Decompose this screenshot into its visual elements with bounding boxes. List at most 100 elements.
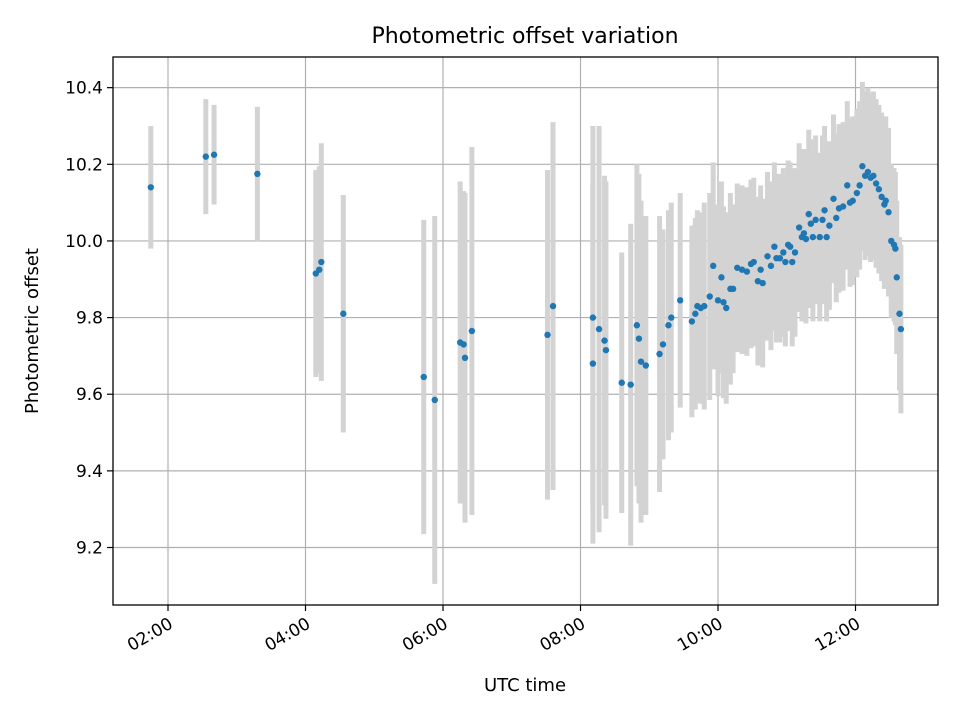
data-point <box>701 302 708 310</box>
data-point <box>676 297 684 304</box>
data-point <box>461 354 469 362</box>
data-point <box>595 325 603 333</box>
data-point <box>864 168 872 176</box>
data-point <box>633 322 641 329</box>
data-point <box>665 322 672 329</box>
data-point <box>892 245 899 252</box>
data-point <box>723 304 730 312</box>
data-point <box>786 243 794 250</box>
x-tick-label: 06:00 <box>399 614 451 656</box>
data-point <box>729 285 737 293</box>
data-point <box>800 230 808 237</box>
error-bars <box>148 81 904 584</box>
data-point <box>738 266 746 273</box>
data-point <box>659 341 667 348</box>
x-tick-label: 04:00 <box>262 614 314 656</box>
data-point <box>809 233 817 241</box>
data-point <box>893 274 900 281</box>
data-point <box>544 331 551 339</box>
data-point <box>821 207 828 214</box>
data-point <box>635 335 643 342</box>
data-point <box>759 279 766 287</box>
data-point <box>878 193 885 201</box>
data-point <box>468 327 476 335</box>
data-point <box>872 180 880 187</box>
data-point <box>549 302 557 310</box>
data-point <box>589 314 597 321</box>
data-point <box>202 153 210 160</box>
data-point <box>853 189 861 197</box>
data-point <box>706 293 713 300</box>
data-point <box>147 184 155 191</box>
data-point <box>668 314 675 321</box>
y-tick-label: 10.0 <box>65 232 103 252</box>
y-tick-label: 9.8 <box>76 309 103 329</box>
data-point <box>802 235 810 243</box>
data-point <box>734 264 741 271</box>
data-point <box>757 266 764 273</box>
data-point <box>882 197 889 204</box>
data-point <box>856 182 863 189</box>
x-tick-label: 10:00 <box>674 614 726 656</box>
data-point <box>743 268 751 275</box>
data-point <box>782 258 789 266</box>
y-tick-label: 10.2 <box>65 155 103 175</box>
data-point <box>819 216 826 224</box>
data-point <box>656 350 663 358</box>
data-point <box>210 151 218 158</box>
data-point <box>431 396 438 404</box>
data-point <box>839 203 847 210</box>
data-point <box>826 222 833 229</box>
data-point <box>692 310 699 317</box>
y-axis-ticks: 9.2 9.4 9.6 9.8 10.0 10.2 10.4 <box>65 79 113 559</box>
y-tick-label: 10.4 <box>65 79 103 99</box>
data-point <box>618 379 625 386</box>
data-point <box>589 360 597 367</box>
data-point <box>254 170 261 178</box>
data-point <box>637 358 645 365</box>
y-tick-label: 9.6 <box>76 385 103 405</box>
data-point <box>420 373 427 381</box>
data-point <box>714 297 722 304</box>
data-point <box>812 216 819 224</box>
data-point <box>830 195 837 202</box>
data-point <box>833 214 840 222</box>
data-point <box>816 233 823 241</box>
x-axis-ticks: 02:00 04:00 06:00 08:00 10:00 12:00 <box>124 605 864 656</box>
data-point <box>771 243 778 250</box>
data-point <box>767 262 775 270</box>
data-point <box>318 258 325 266</box>
data-point <box>791 249 799 256</box>
data-point <box>870 172 877 179</box>
y-tick-label: 9.4 <box>76 462 103 482</box>
data-point <box>823 233 830 241</box>
x-axis-label: UTC time <box>484 675 566 696</box>
data-point <box>859 163 866 170</box>
data-point <box>750 258 757 266</box>
data-point <box>776 254 784 262</box>
data-point <box>795 224 803 231</box>
data-point <box>754 277 762 285</box>
data-point <box>807 220 815 227</box>
data-point <box>718 274 725 281</box>
data-points <box>147 151 905 404</box>
data-point <box>601 337 608 344</box>
data-point <box>885 209 892 216</box>
chart-title: Photometric offset variation <box>371 24 678 49</box>
data-point <box>460 341 467 348</box>
data-point <box>896 310 903 317</box>
x-tick-label: 02:00 <box>124 614 176 656</box>
data-point <box>897 325 905 333</box>
data-point <box>844 182 851 189</box>
data-point <box>764 253 771 260</box>
data-point <box>688 318 696 325</box>
y-tick-label: 9.2 <box>76 539 103 559</box>
data-point <box>642 362 650 369</box>
data-point <box>316 266 323 273</box>
data-point <box>709 262 717 270</box>
data-point <box>340 310 347 317</box>
x-tick-label: 08:00 <box>537 614 589 656</box>
x-tick-label: 12:00 <box>812 614 864 656</box>
plot-frame <box>112 56 939 606</box>
data-point <box>875 186 883 193</box>
